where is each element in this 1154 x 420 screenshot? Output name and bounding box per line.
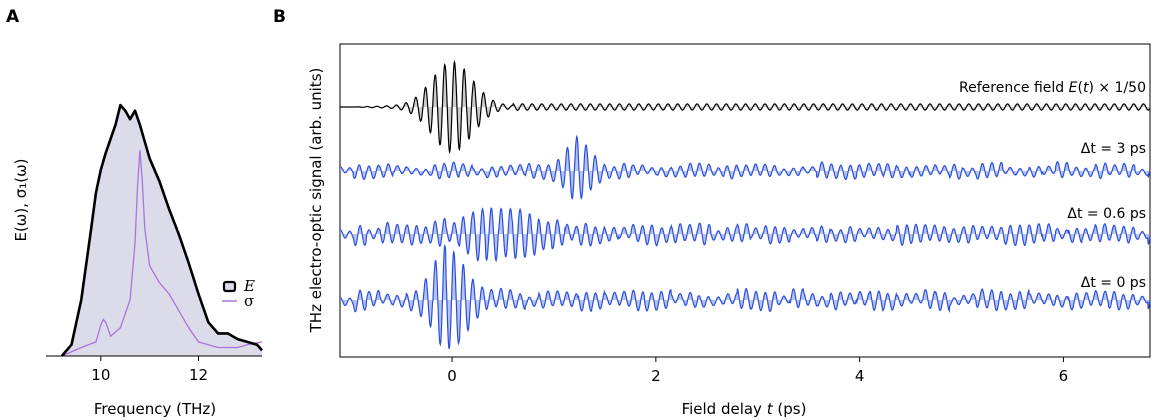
legend-e-swatch <box>222 280 237 293</box>
panel-a-x-tick-label: 10 <box>91 366 110 384</box>
legend-sigma-label: σ <box>244 292 254 310</box>
panel-a-legend: E σ <box>222 277 255 310</box>
panel-b-x-tick-label: 6 <box>1059 367 1069 385</box>
panel-a: A 10 12 Frequency (THz) E(ω), σ₁(ω) E σ <box>6 7 263 418</box>
series-e-fill <box>61 105 262 356</box>
trace-line <box>339 134 1151 200</box>
legend-e-label: E <box>243 277 255 295</box>
panel-b-frame <box>339 43 1151 358</box>
trace-label-dt-0-6ps: Δt = 0.6 ps <box>1067 206 1146 222</box>
panel-a-y-label: E(ω), σ₁(ω) <box>12 158 30 241</box>
trace-fill <box>340 245 1150 349</box>
trace-line <box>339 207 1151 263</box>
panel-a-letter: A <box>6 7 20 27</box>
panel-b-x-tick-label: 4 <box>855 367 865 385</box>
series-sigma-line <box>61 150 263 357</box>
trace-line <box>340 244 1151 349</box>
series-e-line <box>60 103 263 357</box>
panel-b-letter: B <box>273 7 286 27</box>
panel-b-y-label: THz electro-optic signal (arb. units) <box>307 68 325 334</box>
panel-b-x-tick-label: 0 <box>447 367 457 385</box>
panel-a-x-label: Frequency (THz) <box>94 400 216 418</box>
panel-a-x-ticks: 10 12 <box>91 356 208 384</box>
reference-fill <box>340 62 1150 152</box>
trace-label-dt-3ps: Δt = 3 ps <box>1081 141 1146 157</box>
reference-line <box>340 59 1151 155</box>
panel-b-x-label: Field delay t (ps) <box>682 400 807 418</box>
trace-label-dt-0ps: Δt = 0 ps <box>1081 275 1146 291</box>
panel-b-x-ticks: 0 2 4 6 <box>447 357 1068 385</box>
panel-a-plot <box>60 103 263 357</box>
trace-label-reference: Reference field E(t) × 1/50 <box>959 80 1146 96</box>
panel-b-traces <box>339 59 1151 349</box>
panel-b-x-tick-label: 2 <box>651 367 661 385</box>
panel-a-x-tick-label: 12 <box>189 366 208 384</box>
trace-fill <box>340 208 1150 261</box>
panel-b: B 0 2 4 6 Field delay t (ps) THz electro-op… <box>273 7 1151 418</box>
